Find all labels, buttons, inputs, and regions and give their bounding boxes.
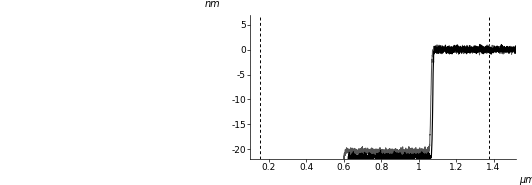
Y-axis label: nm: nm [205,0,221,9]
X-axis label: μm: μm [519,175,532,185]
